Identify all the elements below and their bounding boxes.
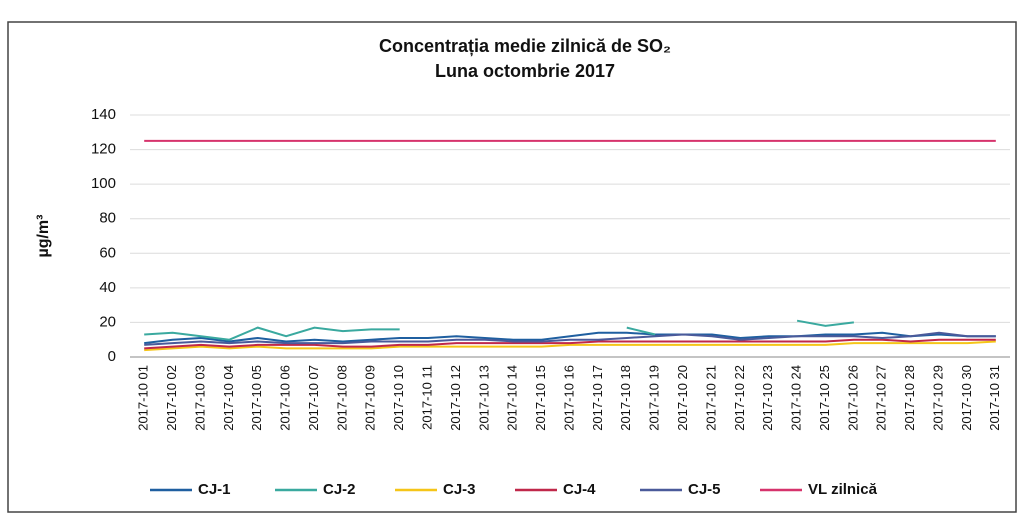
- legend-label: CJ-3: [443, 481, 476, 498]
- x-tick-label: 2017-10 04: [221, 365, 236, 431]
- chart-border: [7, 21, 1017, 513]
- y-tick-label: 80: [99, 210, 116, 227]
- x-tick-label: 2017-10 18: [618, 365, 633, 431]
- x-tick-label: 2017-10 11: [420, 365, 435, 430]
- series-line: [144, 338, 996, 350]
- x-tick-label: 2017-10 10: [391, 365, 406, 431]
- y-tick-label: 60: [99, 244, 116, 261]
- x-tick-label: 2017-10 17: [590, 365, 605, 431]
- x-tick-label: 2017-10 07: [306, 365, 321, 431]
- x-tick-label: 2017-10 14: [505, 365, 520, 431]
- legend-label: VL zilnică: [808, 481, 878, 498]
- x-tick-label: 2017-10 30: [959, 365, 974, 431]
- y-tick-label: 120: [91, 141, 116, 158]
- x-tick-label: 2017-10 31: [987, 365, 1002, 431]
- x-tick-label: 2017-10 01: [136, 365, 151, 431]
- x-tick-label: 2017-10 21: [703, 365, 718, 431]
- x-tick-label: 2017-10 19: [647, 365, 662, 431]
- x-tick-label: 2017-10 20: [675, 365, 690, 431]
- series-line: [144, 340, 996, 352]
- series-line: [144, 331, 996, 346]
- legend-label: CJ-1: [198, 481, 231, 498]
- x-tick-label: 2017-10 03: [192, 365, 207, 431]
- x-tick-label: 2017-10 23: [760, 365, 775, 431]
- y-axis-label: µg/m³: [35, 215, 52, 258]
- x-tick-label: 2017-10 15: [533, 365, 548, 431]
- series-line: [144, 331, 996, 345]
- x-tick-label: 2017-10 22: [732, 365, 747, 431]
- y-tick-label: 40: [99, 279, 116, 296]
- x-tick-label: 2017-10 16: [561, 365, 576, 431]
- x-tick-label: 2017-10 08: [334, 365, 349, 431]
- chart-subtitle: Luna octombrie 2017: [435, 61, 615, 81]
- y-tick-label: 100: [91, 175, 116, 192]
- x-tick-label: 2017-10 29: [930, 365, 945, 431]
- y-tick-label: 20: [99, 313, 116, 330]
- legend-label: CJ-4: [563, 481, 596, 498]
- x-tick-label: 2017-10 12: [448, 365, 463, 431]
- chart-title: Concentrația medie zilnică de SO₂: [379, 36, 671, 56]
- x-tick-label: 2017-10 26: [845, 365, 860, 431]
- x-tick-label: 2017-10 24: [789, 365, 804, 431]
- x-tick-label: 2017-10 02: [164, 365, 179, 431]
- legend-label: CJ-5: [688, 481, 721, 498]
- x-tick-label: 2017-10 25: [817, 365, 832, 431]
- x-tick-label: 2017-10 06: [278, 365, 293, 431]
- x-tick-label: 2017-10 05: [249, 365, 264, 431]
- x-tick-label: 2017-10 27: [874, 365, 889, 431]
- series-line: [144, 319, 854, 341]
- y-tick-label: 140: [91, 106, 116, 123]
- x-tick-label: 2017-10 13: [476, 365, 491, 431]
- x-tick-label: 2017-10 28: [902, 365, 917, 431]
- x-tick-label: 2017-10 09: [363, 365, 378, 431]
- y-tick-label: 0: [108, 348, 116, 365]
- legend-label: CJ-2: [323, 481, 356, 498]
